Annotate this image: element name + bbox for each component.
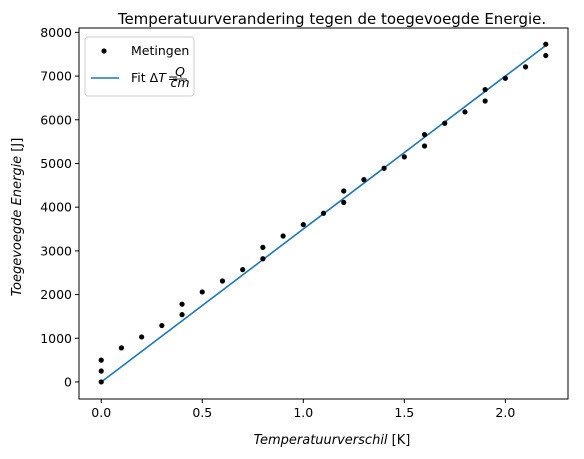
legend-label-fit-prefix: Fit Δ — [131, 70, 159, 85]
legend-label-fit-equals: = — [168, 70, 178, 85]
y-tick-label: 6000 — [40, 112, 72, 127]
data-point — [199, 289, 205, 295]
x-tick-label: 0.0 — [91, 405, 111, 420]
legend-label-fit-var: T — [158, 70, 167, 85]
y-tick-label: 0 — [64, 374, 72, 389]
data-point — [482, 87, 488, 93]
legend-label-fit-numerator: Q — [175, 64, 185, 79]
data-point — [341, 188, 347, 194]
y-tick-label: 3000 — [40, 243, 72, 258]
data-point — [341, 199, 347, 205]
data-point — [98, 368, 104, 374]
x-tick-label: 0.5 — [192, 405, 212, 420]
y-axis-label-unit: [J] — [10, 138, 25, 156]
data-point — [442, 120, 448, 126]
data-point — [219, 278, 226, 284]
data-point — [179, 312, 185, 318]
y-tick-label: 1000 — [40, 331, 72, 346]
data-point — [98, 379, 104, 385]
data-point — [139, 334, 145, 340]
data-point — [179, 301, 185, 307]
data-point — [502, 75, 508, 81]
legend-marker-metingen — [101, 48, 107, 54]
data-point — [300, 222, 306, 228]
y-tick-label: 2000 — [40, 287, 72, 302]
data-point — [401, 154, 407, 160]
x-tick-label: 1.5 — [394, 405, 414, 420]
y-axis-label-quantity: Toegevoegde Energie — [10, 156, 25, 296]
data-point — [361, 177, 367, 183]
plot-frame — [78, 27, 569, 400]
y-tick-label: 7000 — [40, 69, 72, 84]
legend-label-metingen: Metingen — [131, 43, 189, 58]
y-tick-label: 5000 — [40, 156, 72, 171]
data-point — [543, 52, 549, 59]
axis-ticks: 0.0 0.5 1.0 1.5 2.0 0 1000 2000 3000 4000 5000 6000… — [40, 25, 515, 420]
data-point — [381, 165, 387, 171]
data-point — [159, 322, 165, 329]
legend: Metingen Fit ΔT = Q cm — [84, 36, 195, 97]
y-tick-label: 4000 — [40, 200, 72, 215]
x-tick-label: 2.0 — [495, 405, 515, 420]
x-axis-label-quantity: Temperatuurverschil — [254, 433, 388, 448]
data-point — [543, 41, 549, 47]
data-point — [98, 357, 104, 363]
legend-label-fit: Fit ΔT = — [131, 70, 178, 85]
data-point — [240, 267, 246, 273]
plot-area — [98, 41, 549, 385]
legend-frame — [84, 36, 195, 97]
y-axis-label: Toegevoegde Energie [J] — [10, 138, 25, 297]
data-point — [421, 132, 428, 138]
legend-label-fit-denominator: cm — [170, 75, 189, 90]
data-point — [421, 143, 428, 149]
data-point — [280, 233, 286, 239]
data-point — [462, 109, 468, 115]
data-point — [260, 244, 266, 250]
data-point — [522, 64, 529, 70]
y-tick-label: 8000 — [40, 25, 72, 40]
data-point — [260, 256, 266, 262]
x-axis-label: Temperatuurverschil [K] — [254, 433, 411, 448]
data-point — [482, 98, 488, 104]
x-tick-label: 1.0 — [293, 405, 313, 420]
data-point — [320, 210, 327, 216]
chart-title: Temperatuurverandering tegen de toegevoe… — [117, 10, 546, 28]
x-axis-label-unit: [K] — [388, 433, 411, 448]
data-point — [118, 345, 125, 351]
